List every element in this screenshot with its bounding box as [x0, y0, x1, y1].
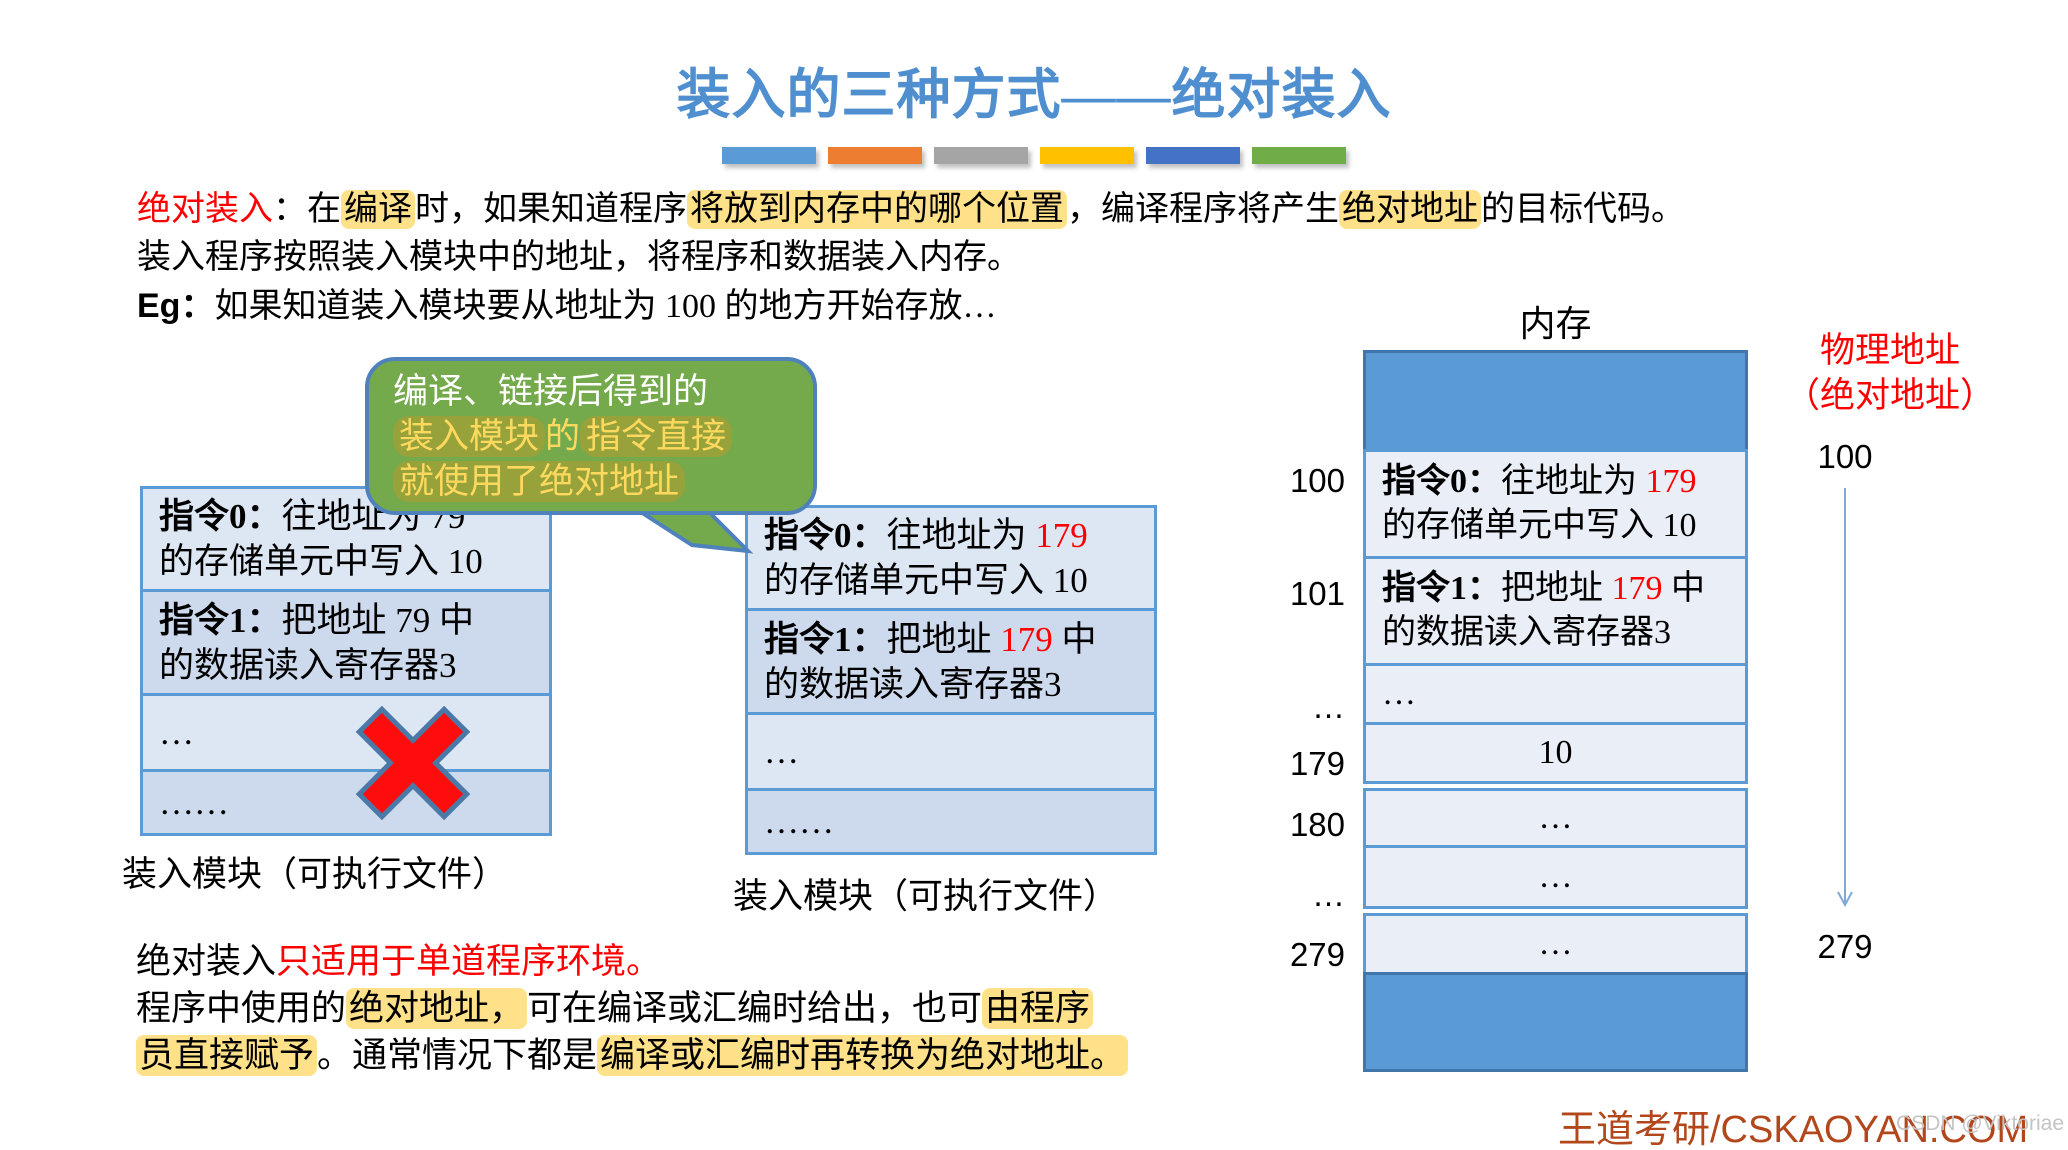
memory-diagram: 指令0：往地址为 179 的存储单元中写入 10 指令1：把地址 179 中 的…: [1363, 350, 1748, 1072]
table-row: 指令0：往地址为 179 的存储单元中写入 10: [748, 508, 1154, 608]
row-text: 的数据读入寄存器3: [159, 645, 457, 685]
address-label: …: [1312, 876, 1345, 913]
memory-row-100: 指令0：往地址为 179 的存储单元中写入 10: [1363, 449, 1748, 559]
absolute-address-value: 179: [1000, 619, 1053, 659]
bottom-line-2: 程序中使用的绝对地址，可在编译或汇编时给出，也可由程序: [136, 985, 1128, 1032]
mid-module-label: 装入模块（可执行文件）: [733, 877, 1119, 916]
watermark: CSDN @Viktoriae: [1896, 1112, 2064, 1135]
bottom-line-3: 员直接赋予。通常情况下都是编译或汇编时再转换为绝对地址。: [136, 1032, 1129, 1079]
address-label: 180: [1289, 806, 1345, 843]
address-label: …: [1312, 688, 1345, 725]
bottom-line-1: 绝对装入只适用于单道程序环境。: [136, 942, 662, 981]
memory-row-dots: …: [1363, 845, 1748, 909]
absolute-address-value: 179: [1035, 516, 1088, 555]
memory-block-top: [1363, 350, 1748, 452]
row-text: 的存储单元中写入 10: [764, 561, 1088, 600]
row-text: …: [1382, 675, 1416, 712]
table-row: ……: [748, 788, 1154, 852]
row-text: 10: [1538, 734, 1573, 771]
address-label: 179: [1289, 745, 1345, 782]
row-text: 的数据读入寄存器3: [1382, 614, 1671, 651]
page-title: 装入的三种方式——绝对装入: [676, 65, 1392, 125]
row-text: 指令1：把地址 79 中: [159, 600, 475, 640]
bubble-tail: [626, 505, 754, 554]
bottom-paragraph: 绝对装入只适用于单道程序环境。 程序中使用的绝对地址，可在编译或汇编时给出，也可…: [136, 938, 1129, 1079]
red-cross-icon: [355, 705, 471, 821]
row-text: 指令0：往地址为 179: [764, 516, 1088, 555]
physical-address-label: 物理地址 （绝对地址）: [1784, 331, 1995, 415]
intro-term: 绝对装入: [137, 191, 273, 228]
intro-paragraph: 绝对装入：在编译时，如果知道程序将放到内存中的哪个位置，编译程序将产生绝对地址的…: [137, 186, 1685, 331]
address-range-arrow: [1837, 488, 1853, 908]
address-range-top: 100: [1817, 438, 1873, 475]
row-text: …: [159, 713, 194, 752]
eg-label: Eg：: [137, 287, 215, 325]
decor-bar: [1146, 147, 1240, 164]
row-text: ……: [764, 802, 834, 841]
memory-row-279: …: [1363, 913, 1748, 975]
row-text: 指令0：往地址为 179: [1382, 463, 1697, 500]
table-row: …: [748, 712, 1154, 788]
table-row: …: [143, 693, 549, 769]
address-label: 100: [1289, 462, 1345, 499]
row-text: 的存储单元中写入 10: [159, 542, 483, 581]
decor-bar: [934, 147, 1028, 164]
row-text: …: [1538, 925, 1573, 962]
memory-row-179: 10: [1363, 722, 1748, 784]
decor-bar: [722, 147, 816, 164]
left-module-label: 装入模块（可执行文件）: [122, 855, 508, 894]
bubble-line-2: 装入模块的指令直接: [393, 414, 813, 459]
memory-row-dots: …: [1363, 663, 1748, 725]
decor-bars: [722, 147, 1346, 164]
decor-bar: [1252, 147, 1346, 164]
memory-block-bottom: [1363, 972, 1748, 1072]
table-row: 指令1：把地址 79 中 的数据读入寄存器3: [143, 589, 549, 693]
row-text: 指令1：把地址 179 中: [1382, 570, 1705, 607]
bubble-line-1: 编译、链接后得到的: [393, 372, 709, 411]
decor-bar: [1040, 147, 1134, 164]
footer-brand: 王道考研/CSKAOYAN.COM: [1558, 1109, 2029, 1150]
intro-line-2: 装入程序按照装入模块中的地址，将程序和数据装入内存。: [137, 239, 1021, 276]
left-module-table: 指令0：往地址为 79 的存储单元中写入 10 指令1：把地址 79 中 的数据…: [140, 486, 552, 836]
highlight-position: 将放到内存中的哪个位置: [687, 190, 1067, 229]
row-text: …: [764, 732, 799, 771]
address-label: 279: [1289, 936, 1345, 973]
memory-row-180: …: [1363, 788, 1748, 848]
row-text: 的存储单元中写入 10: [1382, 507, 1697, 544]
mid-module-table: 指令0：往地址为 179 的存储单元中写入 10 指令1：把地址 179 中 的…: [745, 505, 1157, 855]
address-label: 101: [1289, 575, 1345, 612]
decor-bar: [828, 147, 922, 164]
intro-line-3: Eg：如果知道装入模块要从地址为 100 的地方开始存放…: [137, 287, 997, 325]
highlight-compile: 编译: [341, 190, 415, 229]
highlight-absolute-address: 绝对地址: [1339, 190, 1481, 229]
row-text: …: [1538, 799, 1573, 836]
row-text: 的数据读入寄存器3: [764, 664, 1062, 704]
intro-line-1: 绝对装入：在编译时，如果知道程序将放到内存中的哪个位置，编译程序将产生绝对地址的…: [137, 190, 1685, 229]
single-program-note: 只适用于单道程序环境。: [276, 942, 662, 981]
memory-title: 内存: [1519, 304, 1592, 344]
row-text: 指令1：把地址 179 中: [764, 619, 1097, 659]
row-text: …: [1538, 858, 1573, 895]
memory-row-101: 指令1：把地址 179 中 的数据读入寄存器3: [1363, 556, 1748, 666]
bubble-line-3: 就使用了绝对地址: [393, 459, 813, 504]
row-text: ……: [159, 783, 229, 822]
speech-bubble: 编译、链接后得到的 装入模块的指令直接 就使用了绝对地址: [365, 357, 817, 515]
address-range-bottom: 279: [1817, 928, 1873, 965]
table-row: ……: [143, 769, 549, 833]
table-row: 指令1：把地址 179 中 的数据读入寄存器3: [748, 608, 1154, 712]
